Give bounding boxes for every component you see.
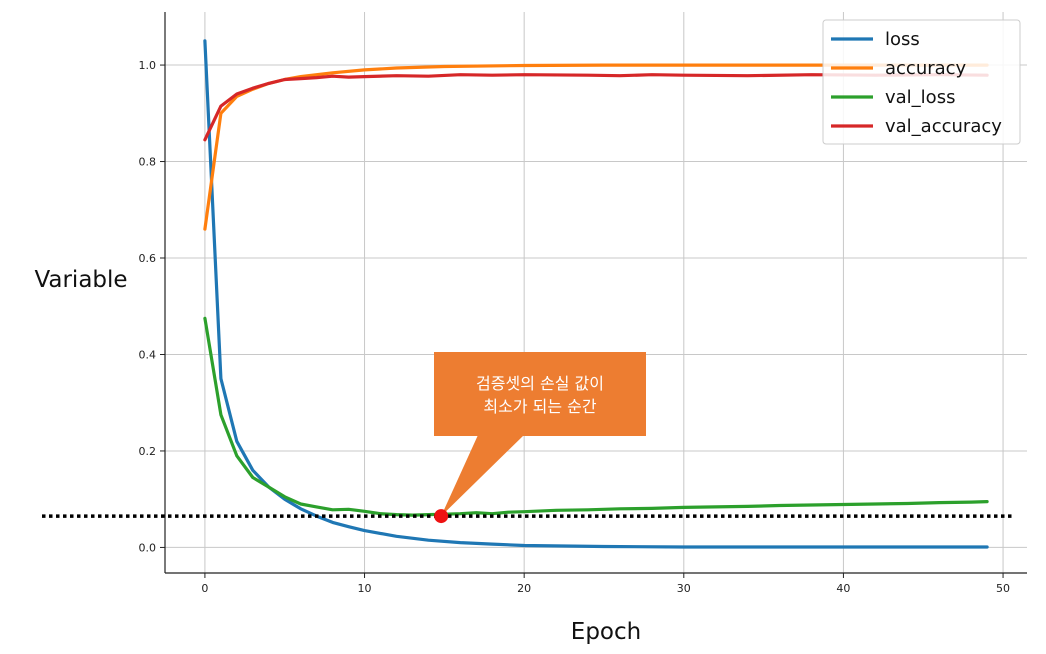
- series-lines: [203, 39, 989, 549]
- y-tick-label-3: 0.6: [139, 252, 157, 265]
- x-axis-ticks: 0 10 20 30 40 50: [201, 573, 1010, 595]
- legend: loss accuracy val_loss val_accuracy: [822, 19, 1021, 145]
- series-line-val-accuracy: [203, 73, 989, 142]
- x-tick-label-2: 20: [517, 582, 531, 595]
- y-axis-title: Variable: [34, 267, 127, 293]
- legend-label-val-accuracy: val_accuracy: [885, 116, 1002, 137]
- y-tick-label-4: 0.8: [139, 156, 157, 169]
- y-tick-label-5: 1.0: [139, 59, 157, 72]
- x-axis-title: Epoch: [571, 619, 641, 645]
- callout-box: [434, 352, 646, 436]
- legend-label-loss: loss: [885, 29, 920, 50]
- series-line-val-loss: [203, 316, 989, 517]
- min-val-loss-marker: [434, 509, 449, 524]
- x-tick-label-5: 50: [996, 582, 1010, 595]
- annotation: 검증셋의 손실 값이 최소가 되는 순간: [42, 352, 1014, 524]
- y-tick-label-2: 0.4: [139, 348, 157, 361]
- x-tick-label-3: 30: [677, 582, 691, 595]
- y-axis-ticks: 0.0 0.2 0.4 0.6 0.8 1.0: [139, 59, 165, 554]
- y-tick-label-1: 0.2: [139, 445, 157, 458]
- x-tick-label-1: 10: [358, 582, 372, 595]
- x-tick-label-0: 0: [201, 582, 208, 595]
- callout-pointer: [441, 435, 524, 517]
- legend-label-val-loss: val_loss: [885, 87, 955, 108]
- axes: [164, 12, 1027, 574]
- y-tick-label-0: 0.0: [139, 541, 157, 554]
- callout-text-line-2: 최소가 되는 순간: [483, 397, 596, 416]
- callout-text-line-1: 검증셋의 손실 값이: [476, 374, 604, 393]
- legend-label-accuracy: accuracy: [885, 58, 967, 79]
- series-line-loss: [203, 39, 989, 549]
- x-tick-label-4: 40: [836, 582, 850, 595]
- legend-box: [822, 19, 1021, 145]
